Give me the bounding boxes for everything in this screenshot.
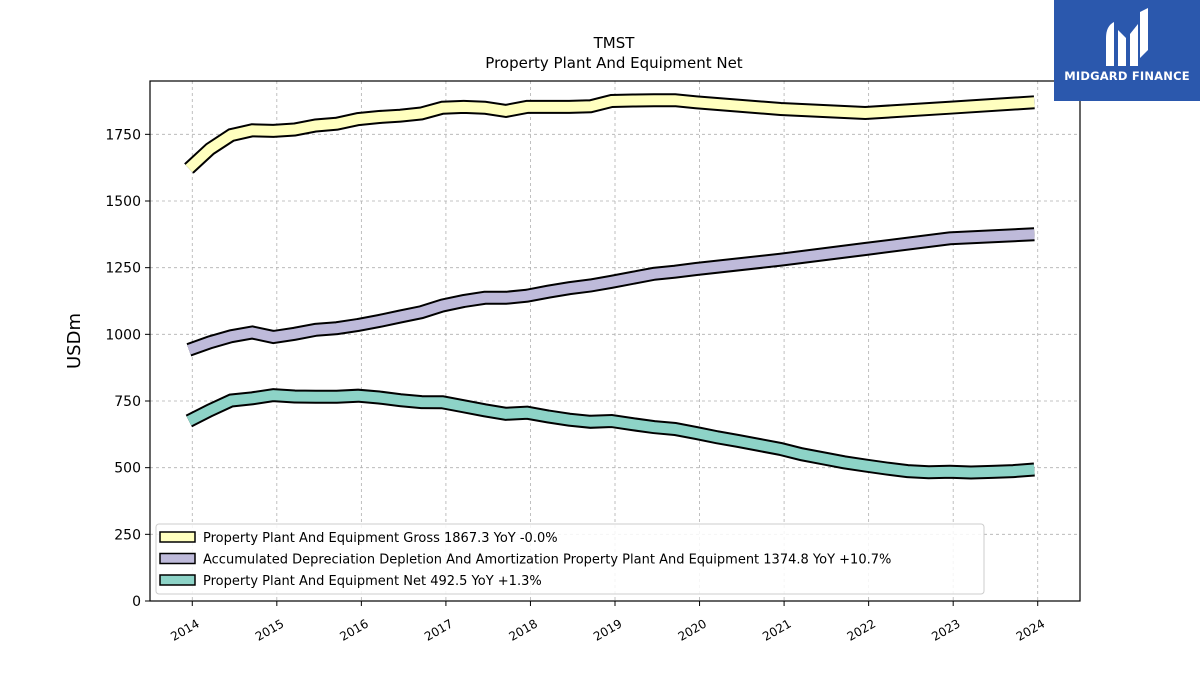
legend-swatch-2 — [159, 574, 196, 586]
y-tick-label: 0 — [132, 594, 141, 610]
series-line-0 — [185, 95, 1035, 173]
y-tick-label: 500 — [114, 461, 141, 477]
y-tick-label: 750 — [114, 394, 141, 410]
series-group — [184, 93, 1035, 480]
legend-label-1: Accumulated Depreciation Depletion And A… — [203, 553, 891, 568]
brand-logo: MIDGARD FINANCE — [1054, 0, 1200, 101]
x-tick-label: 2022 — [845, 616, 878, 643]
y-axis-label: USDm — [64, 313, 85, 369]
series-line-1 — [187, 229, 1035, 355]
x-tick-label: 2020 — [676, 616, 709, 643]
legend-label-0: Property Plant And Equipment Gross 1867.… — [203, 531, 558, 546]
x-tick-label: 2019 — [591, 616, 624, 643]
x-tick-label: 2024 — [1014, 616, 1047, 643]
y-tick-label: 1750 — [105, 127, 141, 143]
chart-title: TMST — [593, 34, 636, 52]
logo-text: MIDGARD FINANCE — [1064, 69, 1190, 83]
x-tick-label: 2023 — [929, 616, 962, 643]
x-tick-label: 2018 — [507, 616, 540, 643]
legend-swatch-1 — [159, 552, 196, 565]
x-tick-label: 2021 — [760, 616, 793, 643]
legend-label-2: Property Plant And Equipment Net 492.5 Y… — [203, 574, 542, 589]
x-axis: 2014 2015 2016 2017 2018 2019 2020 2021 2022 2023… — [168, 601, 1047, 644]
x-tick-label: 2016 — [337, 616, 370, 643]
y-axis: 0 250 500 750 1000 1250 1500 1750 — [105, 127, 150, 610]
x-tick-label: 2014 — [168, 616, 201, 643]
y-tick-label: 1250 — [105, 261, 141, 277]
y-tick-label: 1500 — [105, 194, 141, 210]
x-tick-label: 2017 — [422, 616, 455, 643]
y-tick-label: 1000 — [105, 327, 141, 343]
y-tick-label: 250 — [114, 527, 141, 543]
legend: Property Plant And Equipment Gross 1867.… — [155, 523, 985, 595]
chart-subtitle: Property Plant And Equipment Net — [485, 54, 742, 72]
series-line-outline-2 — [185, 388, 1035, 480]
legend-swatch-0 — [159, 531, 196, 543]
series-line-2 — [186, 390, 1035, 478]
logo-mark-icon — [1106, 8, 1148, 66]
legend-box — [155, 523, 985, 595]
x-tick-label: 2015 — [253, 616, 286, 643]
